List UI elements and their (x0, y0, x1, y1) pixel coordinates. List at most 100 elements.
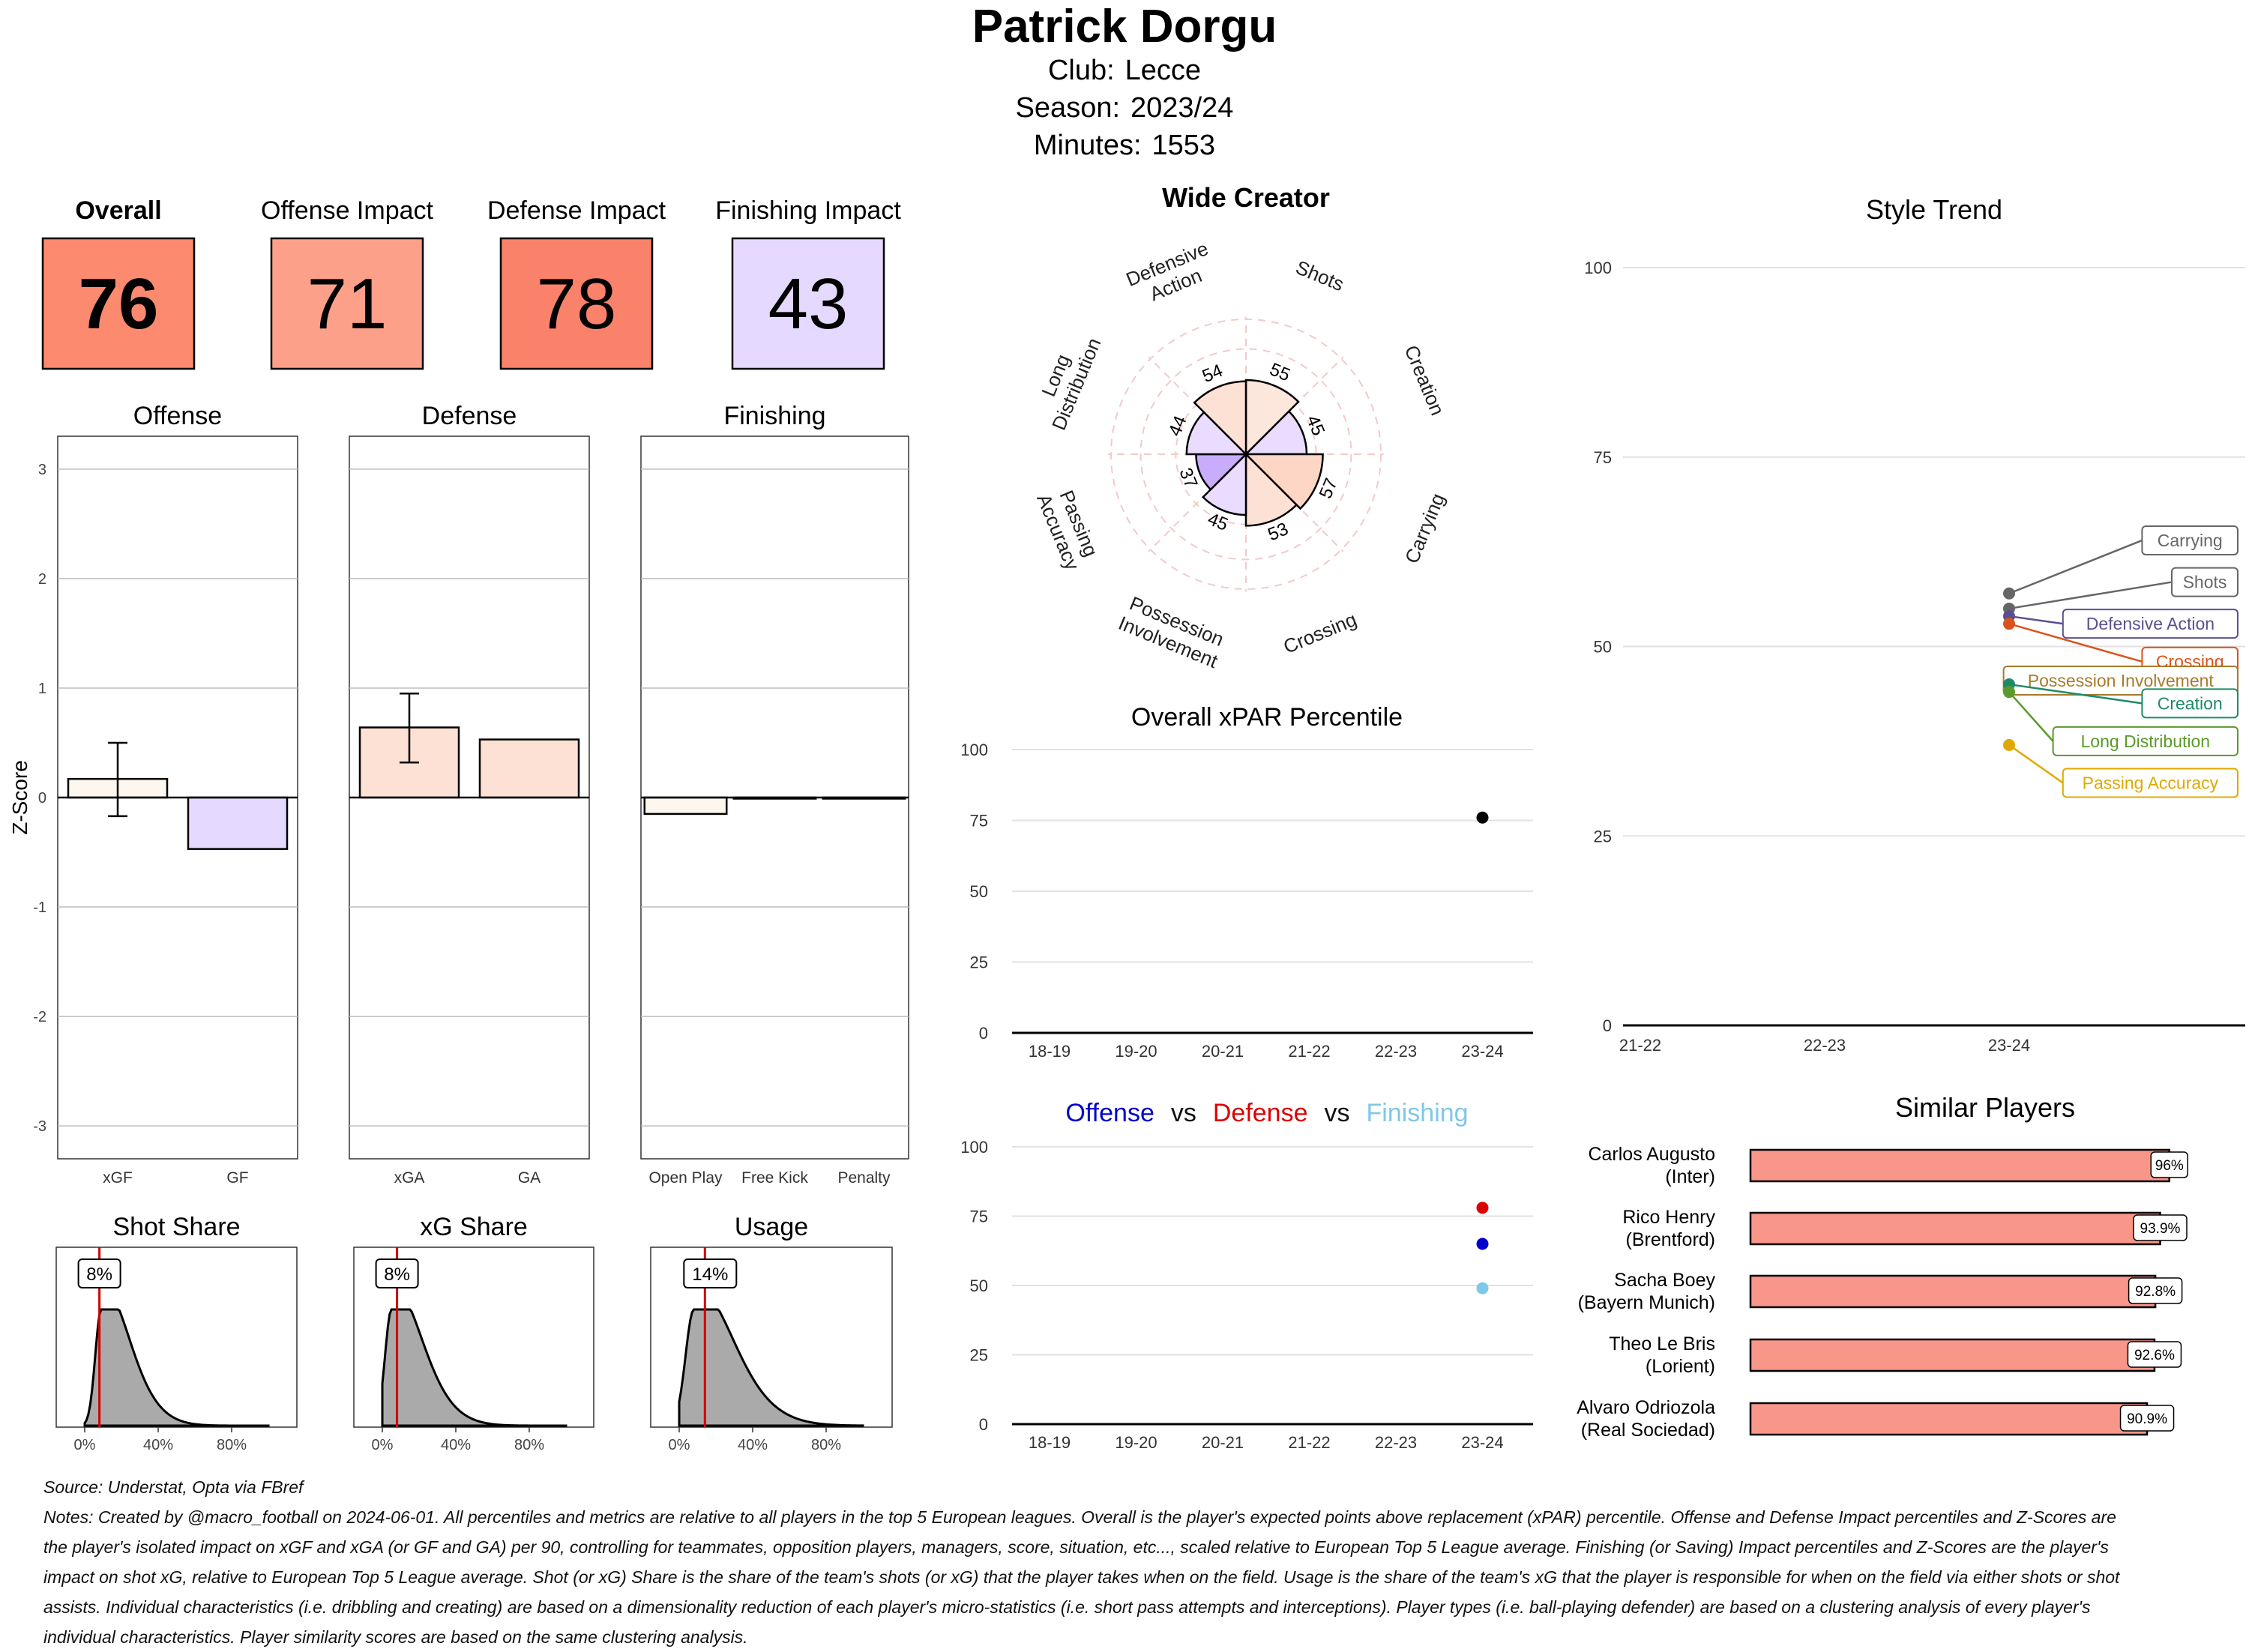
y-tick-label: 1 (38, 681, 46, 697)
density-area (381, 1308, 566, 1427)
x-tick-label: 40% (738, 1437, 768, 1453)
radar-category-label: Crossing (1280, 608, 1360, 658)
x-tick-label: 19-20 (1115, 1433, 1157, 1452)
radar-category-label: Shots (1292, 256, 1347, 295)
x-tick-label: Open Play (648, 1169, 723, 1187)
radar-value-label: 55 (1267, 359, 1293, 385)
density-area (678, 1308, 864, 1427)
radar-category-label: PossessionInvolvement (1116, 591, 1230, 672)
series-label: Creation (2158, 693, 2223, 713)
similarity-bar (1749, 1274, 2157, 1309)
y-tick-label: 3 (38, 462, 46, 478)
bar (643, 796, 728, 816)
x-tick-label: 22-23 (1375, 1433, 1417, 1452)
minutes-line: Minutes: 1553 (1034, 130, 1215, 161)
x-tick-label: 0% (74, 1437, 96, 1453)
y-tick-label: 0 (38, 790, 46, 807)
title-part: Offense (1065, 1099, 1154, 1127)
player-name: Alvaro Odriozola (Real Sociedad) (1577, 1397, 1715, 1441)
y-tick-label: 50 (1594, 638, 1612, 657)
impact-value: 71 (307, 264, 388, 344)
value-label: 8% (86, 1264, 112, 1285)
impact-box (731, 237, 885, 370)
x-tick-label: 0% (372, 1437, 394, 1453)
impact-box (41, 237, 196, 370)
impact-label: Defense Impact (487, 196, 666, 225)
similarity-bar (1749, 1148, 2170, 1183)
x-tick-label: GF (226, 1169, 248, 1187)
radar-category-label: DefensiveAction (1123, 237, 1220, 312)
radar-spoke (1148, 453, 1247, 552)
x-tick-label: 19-20 (1115, 1042, 1157, 1061)
title-part: Finishing (1367, 1099, 1469, 1127)
data-point (2003, 686, 2015, 699)
wide-creator-radar: Wide Creator55Shots45Creation57Carrying5… (1026, 182, 1449, 672)
density-area (83, 1308, 268, 1427)
y-tick-label: 75 (1594, 448, 1612, 467)
series-label: Defensive Action (2086, 614, 2215, 633)
footer-notes: Source: Understat, Opta via FBref Notes:… (43, 1472, 2240, 1652)
bar (187, 796, 289, 850)
impact-box (270, 237, 424, 370)
data-point (1476, 1238, 1489, 1250)
x-tick-label: 80% (217, 1437, 247, 1453)
player-name: Patrick Dorgu (972, 1, 1277, 52)
x-tick-label: xGF (103, 1169, 133, 1187)
x-tick-label: 22-23 (1375, 1042, 1417, 1061)
similarity-label: 96% (2155, 1158, 2184, 1174)
zscore-panel-defense: Defense xGA GA (349, 402, 590, 1187)
label-leader (2008, 683, 2143, 705)
radar-wedge (1201, 451, 1247, 516)
notes-line: Notes: Created by @macro_football on 202… (43, 1507, 2116, 1527)
series-label: Long Distribution (2080, 732, 2210, 751)
y-tick-label: 75 (970, 812, 988, 830)
title-part: vs (1171, 1099, 1196, 1127)
x-tick-label: 0% (669, 1437, 690, 1453)
data-point (2003, 738, 2015, 751)
series-label-box (2141, 525, 2239, 555)
y-tick-label: -3 (33, 1118, 46, 1135)
share-panel: Shot Share 8% 0% 40% 80% (55, 1213, 298, 1453)
data-point (2003, 587, 2015, 600)
y-tick-label: 0 (979, 1024, 988, 1043)
radar-category-label: Carrying (1400, 490, 1449, 567)
x-tick-label: 23-24 (1461, 1433, 1503, 1452)
value-label: 14% (692, 1264, 728, 1285)
similarity-bar (1749, 1338, 2156, 1372)
overall-xpar-chart: Overall xPAR Percentile 0 25 50 75 100 18-19 19… (960, 703, 1533, 1061)
y-tick-label: 25 (970, 953, 988, 972)
y-tick-label: -1 (33, 899, 46, 916)
data-point (1476, 1282, 1489, 1294)
series-label-box (2062, 768, 2239, 798)
share-panel: Usage 14% 0% 40% 80% (650, 1213, 893, 1453)
similarity-bar (1749, 1211, 2161, 1246)
report-header: Patrick Dorgu Club: Lecce Season: 2023/24 … (972, 1, 1277, 161)
panel-title: Offense (133, 402, 222, 430)
series-label: Carrying (2158, 531, 2223, 550)
radar-category-label: LongDistribution (1026, 326, 1105, 433)
similarity-label-box (2127, 1341, 2182, 1368)
player-name: Rico Henry (Brentford) (1622, 1207, 1715, 1250)
x-tick-label: 20-21 (1202, 1433, 1244, 1452)
x-tick-label: Penalty (837, 1169, 891, 1187)
club-line: Club: Lecce (1048, 55, 1201, 86)
zscore-panel-offense: Offense xGF GF (57, 402, 298, 1187)
title-part: vs (1325, 1099, 1350, 1127)
zscore-chart: Z-Score 3 2 1 0 -1 -2 -3 Offense xGF GF Defense xGA G… (8, 402, 909, 1187)
x-tick-label: 40% (143, 1437, 173, 1453)
x-tick-label: 40% (441, 1437, 471, 1453)
similarity-label: 93.9% (2140, 1221, 2181, 1237)
x-tick-label: GA (518, 1169, 541, 1187)
chart-title: Offense vs Defense vs Finishing (1065, 1099, 1468, 1127)
notes-line: individual characteristics. Player simil… (43, 1627, 748, 1647)
impact-boxes: Overall 76 Offense Impact 71 Defense Impact 7… (41, 196, 901, 370)
data-point (1476, 811, 1489, 824)
y-tick-label: 50 (970, 882, 988, 901)
impact-box (499, 237, 654, 370)
value-label-box (375, 1258, 419, 1288)
season-line: Season: 2023/24 (1016, 92, 1234, 124)
panel-title: Finishing (723, 402, 825, 430)
label-leader (2008, 622, 2143, 663)
impact-value: 76 (79, 264, 159, 344)
